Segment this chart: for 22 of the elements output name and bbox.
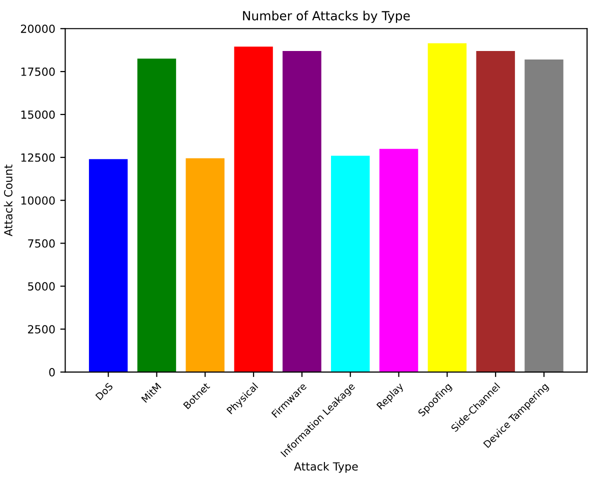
bar: [330, 156, 370, 372]
bar: [524, 60, 564, 372]
y-tick-label: 5000: [28, 282, 55, 291]
chart-title: Number of Attacks by Type: [243, 10, 410, 23]
bar: [186, 158, 224, 372]
y-tick-label: 20000: [20, 24, 55, 33]
bar: [88, 159, 128, 372]
bar: [428, 43, 467, 372]
bar: [476, 50, 515, 372]
bar: [234, 46, 273, 372]
y-tick-label: 10000: [21, 196, 55, 205]
y-tick-label: 15000: [21, 110, 55, 119]
bar: [282, 50, 322, 372]
bar: [137, 58, 176, 372]
y-axis-title: Attack Count: [4, 164, 12, 236]
y-tick-label: 17500: [21, 68, 55, 76]
bar: [379, 148, 418, 372]
x-axis-title: Attack Type: [294, 462, 358, 473]
y-tick-label: 7500: [28, 239, 55, 248]
y-tick-label: 2500: [28, 325, 55, 334]
y-tick-label: 12500: [21, 153, 55, 162]
y-tick-label: 0: [49, 368, 55, 376]
